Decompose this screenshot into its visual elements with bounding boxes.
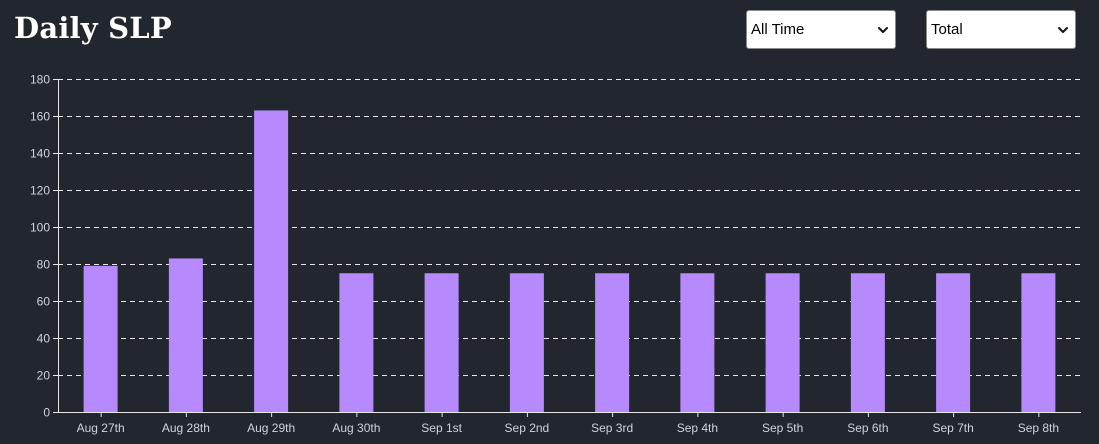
x-tick-label: Sep 7th — [932, 421, 973, 435]
chevron-down-icon — [1057, 24, 1069, 36]
bar — [680, 273, 715, 412]
bar — [765, 273, 800, 412]
x-tick-label: Sep 1st — [421, 421, 462, 435]
bar — [83, 265, 118, 412]
bar — [168, 258, 203, 412]
y-tick-label: 120 — [30, 184, 50, 198]
y-tick-label: 0 — [43, 406, 50, 420]
y-tick-label: 140 — [30, 147, 50, 161]
y-tick-label: 100 — [30, 221, 50, 235]
metric-select-value: Total — [931, 21, 963, 38]
bar — [936, 273, 971, 412]
y-tick-label: 180 — [30, 73, 50, 87]
x-tick-label: Sep 8th — [1018, 421, 1059, 435]
y-tick-label: 60 — [37, 295, 51, 309]
x-tick-label: Sep 4th — [677, 421, 718, 435]
x-tick-label: Sep 5th — [762, 421, 803, 435]
time-range-select[interactable]: All Time — [746, 10, 896, 49]
x-tick-label: Aug 28th — [162, 421, 210, 435]
y-tick-label: 40 — [37, 332, 51, 346]
x-tick-label: Aug 29th — [247, 421, 295, 435]
chart-title: Daily SLP — [14, 11, 172, 45]
x-tick-label: Sep 2nd — [505, 421, 550, 435]
bar — [254, 110, 289, 412]
y-tick-label: 80 — [37, 258, 51, 272]
y-tick-label: 160 — [30, 110, 50, 124]
bar — [339, 273, 374, 412]
bar — [424, 273, 459, 412]
time-range-select-value: All Time — [751, 21, 805, 38]
x-tick-label: Sep 3rd — [591, 421, 633, 435]
x-tick-label: Aug 27th — [77, 421, 125, 435]
x-tick-label: Sep 6th — [847, 421, 888, 435]
bar — [850, 273, 885, 412]
bar — [595, 273, 630, 412]
x-tick-label: Aug 30th — [332, 421, 380, 435]
bar — [509, 273, 544, 412]
chevron-down-icon — [877, 24, 889, 36]
bar — [1021, 273, 1056, 412]
y-tick-label: 20 — [37, 369, 51, 383]
metric-select[interactable]: Total — [926, 10, 1076, 49]
